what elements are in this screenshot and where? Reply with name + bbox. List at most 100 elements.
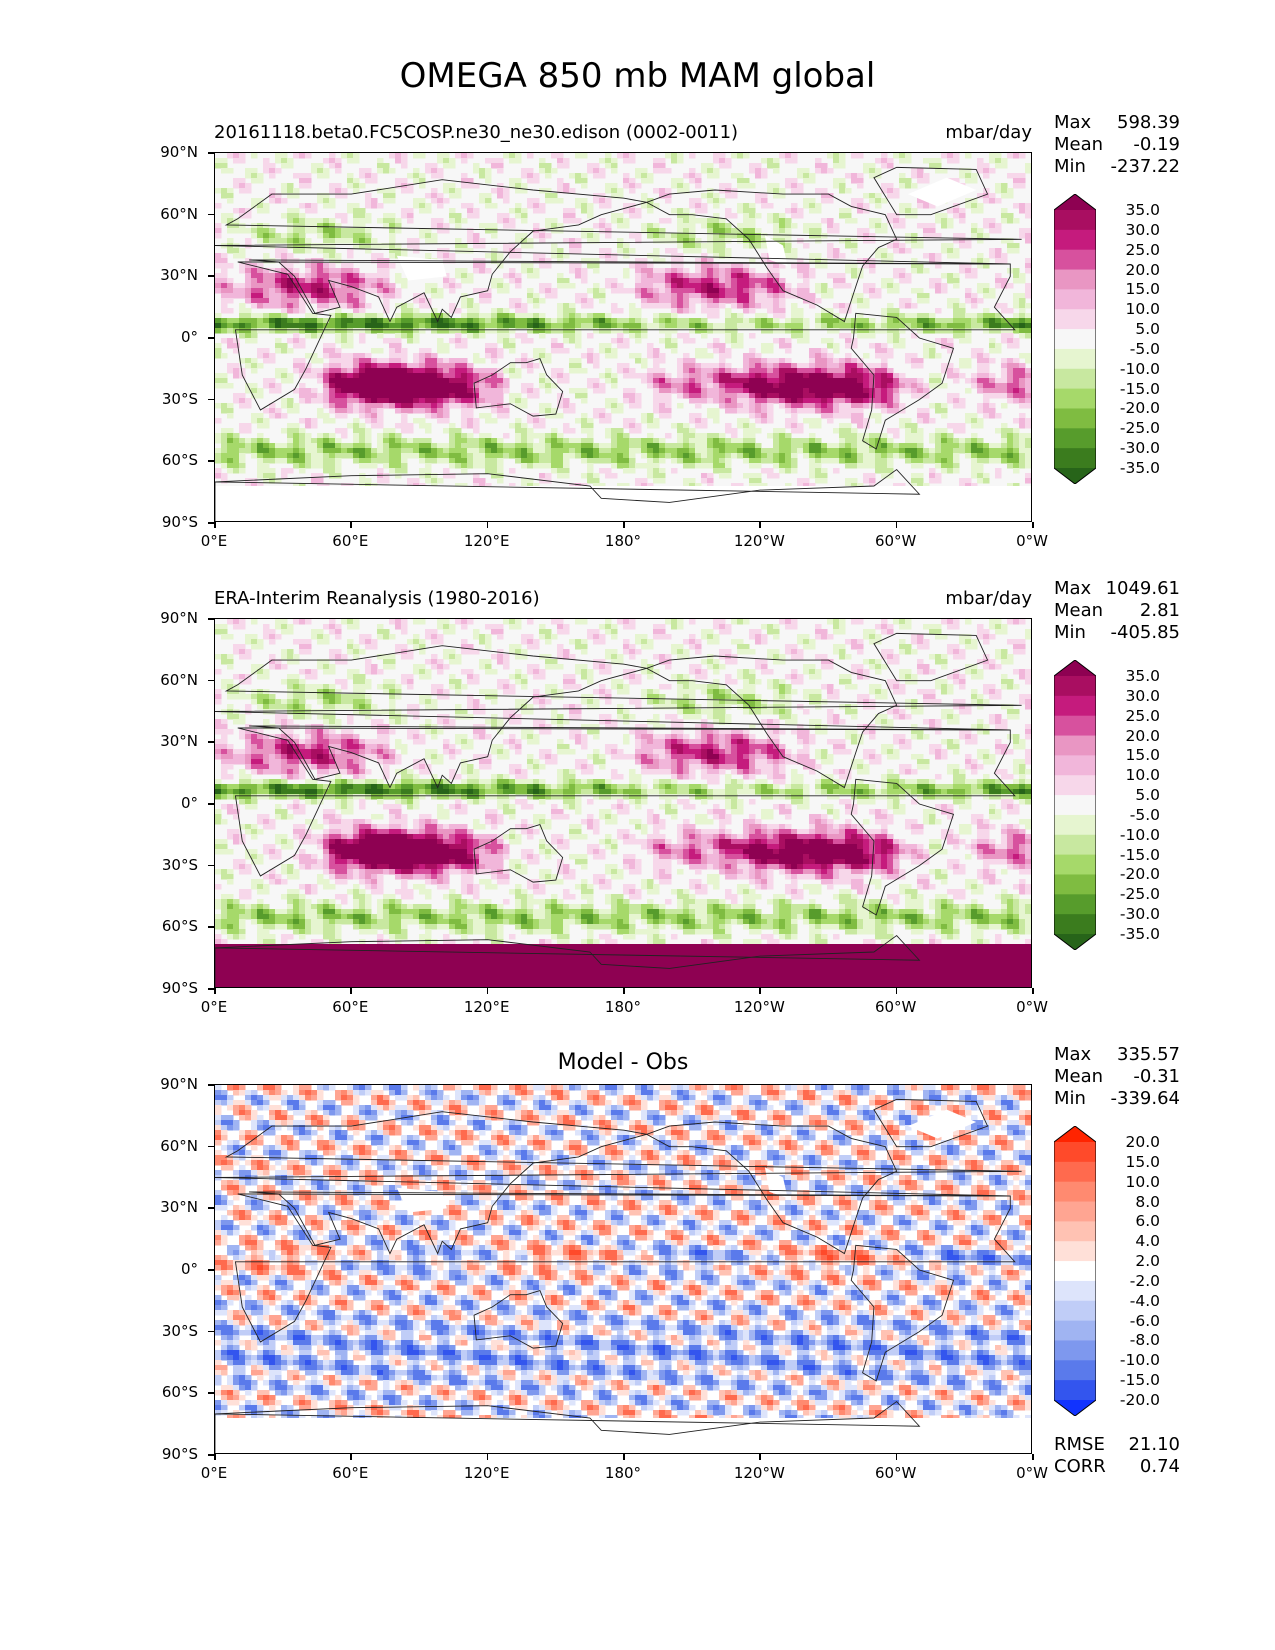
omega-field [215,619,1031,987]
coastline [473,1290,564,1349]
latitude-tick-label: 90°S [138,513,198,531]
stat-label: Mean [1054,1066,1103,1087]
colorbar-tick-label: -20.0 [1100,399,1160,417]
colorbar-tick-label: 30.0 [1100,221,1160,239]
colorbar-segment [1054,715,1096,737]
missing-data-region [396,1187,447,1213]
colorbar [1053,659,1097,951]
stat-label: RMSE [1054,1434,1105,1455]
coastline [850,778,955,916]
longitude-tick-label: 120°W [729,998,789,1016]
colorbar-tick-label: 5.0 [1100,320,1160,338]
colorbar-tick-label: 35.0 [1100,667,1160,685]
colorbar-tick-label: -35.0 [1100,459,1160,477]
coastline [850,312,955,450]
longitude-tick-mark [214,988,216,994]
colorbar-tick-label: -10.0 [1100,360,1160,378]
longitude-tick-mark [1032,1454,1034,1460]
colorbar-tick-label: 10.0 [1100,1173,1160,1191]
stat-value-corr: 0.74 [1100,1456,1180,1477]
colorbar-tick-label: 15.0 [1100,1153,1160,1171]
longitude-tick-mark [1032,988,1034,994]
colorbar-tick-label: 10.0 [1100,300,1160,318]
colorbar-segment [1054,448,1096,469]
colorbar-segment [1054,1261,1096,1282]
colorbar-segment [1054,269,1096,290]
longitude-tick-label: 180° [593,998,653,1016]
latitude-tick-mark [208,275,214,277]
omega-field [215,153,1031,521]
map-plot-area [214,1084,1032,1454]
longitude-tick-label: 0°E [184,1464,244,1482]
colorbar-segment [1054,660,1096,676]
latitude-tick-label: 30°N [138,1198,198,1216]
coastline [645,1121,898,1255]
map-canvas [215,619,1031,987]
colorbar-tick-label: -2.0 [1100,1272,1160,1290]
colorbar-tick-label: -10.0 [1100,1351,1160,1369]
longitude-tick-label: 120°E [457,1464,517,1482]
colorbar-tick-label: -30.0 [1100,439,1160,457]
stat-value-max: 1049.61 [1100,578,1180,599]
colorbar-segment [1054,194,1096,210]
longitude-tick-label: 0°E [184,532,244,550]
latitude-tick-label: 30°N [138,266,198,284]
colorbar-tick-label: -30.0 [1100,905,1160,923]
stat-label: Min [1054,622,1086,643]
missing-data-region [396,255,447,281]
longitude-tick-label: 120°W [729,532,789,550]
latitude-tick-label: 30°N [138,732,198,750]
colorbar-tick-label: -10.0 [1100,826,1160,844]
latitude-tick-mark [208,926,214,928]
stat-label: Min [1054,156,1086,177]
colorbar-tick-label: 6.0 [1100,1212,1160,1230]
latitude-tick-label: 30°S [138,390,198,408]
coastline [873,166,989,216]
colorbar-tick-label: 30.0 [1100,687,1160,705]
stat-label: Mean [1054,134,1103,155]
colorbar-tick-label: -15.0 [1100,846,1160,864]
colorbar-segment [1054,428,1096,449]
longitude-tick-label: 0°W [1002,532,1062,550]
stat-value-mean: -0.31 [1100,1066,1180,1087]
colorbar-segment [1054,934,1096,950]
colorbar-segment [1054,1300,1096,1322]
colorbar-segment [1054,814,1096,836]
colorbar-segment [1054,1340,1096,1361]
coastlines [215,632,1022,987]
colorbar-segment [1054,735,1096,756]
colorbar-segment [1054,1400,1096,1416]
longitude-tick-mark [623,522,625,528]
stat-label: CORR [1054,1456,1106,1477]
stat-value-max: 335.57 [1100,1044,1180,1065]
coastline [215,645,1022,789]
latitude-tick-mark [208,1207,214,1209]
colorbar-segment [1054,755,1096,776]
stat-value-min: -237.22 [1100,156,1180,177]
colorbar-segment [1054,1221,1096,1242]
colorbar-segment [1054,388,1096,409]
coastline [873,632,989,682]
colorbar-segment [1054,676,1096,697]
stat-label: Mean [1054,600,1103,621]
latitude-tick-mark [208,1145,214,1148]
longitude-tick-mark [895,522,898,528]
map-plot-area [214,152,1032,522]
coastline [473,824,564,883]
colorbar-tick-label: -25.0 [1100,419,1160,437]
colorbar-segment [1054,834,1096,856]
longitude-tick-label: 60°W [866,998,926,1016]
colorbar-tick-label: -25.0 [1100,885,1160,903]
longitude-tick-mark [350,1454,352,1460]
coastline [645,655,898,789]
latitude-tick-mark [208,398,214,401]
latitude-tick-label: 30°S [138,1322,198,1340]
colorbar-tick-label: -20.0 [1100,865,1160,883]
coastline [215,934,921,987]
colorbar-tick-label: -6.0 [1100,1312,1160,1330]
latitude-tick-mark [208,864,214,867]
colorbar-tick-label: -20.0 [1100,1391,1160,1409]
colorbar-tick-label: 5.0 [1100,786,1160,804]
colorbar-tick-label: 4.0 [1100,1232,1160,1250]
colorbar-segment [1054,249,1096,271]
